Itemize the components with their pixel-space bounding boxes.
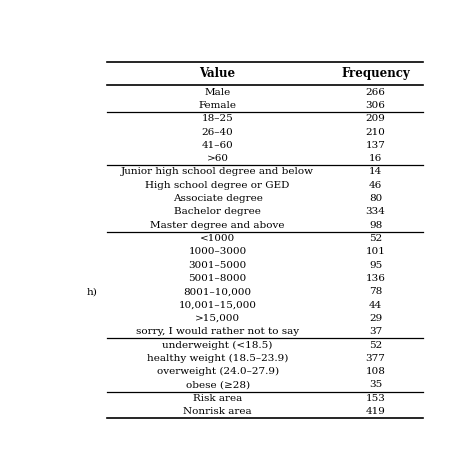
Text: obese (≥28): obese (≥28): [185, 381, 250, 390]
Text: Junior high school degree and below: Junior high school degree and below: [121, 167, 314, 176]
Text: h): h): [87, 287, 98, 296]
Text: 41–60: 41–60: [202, 141, 234, 150]
Text: 101: 101: [365, 247, 385, 256]
Text: 8001–10,000: 8001–10,000: [183, 287, 252, 296]
Text: 10,001–15,000: 10,001–15,000: [179, 301, 256, 310]
Text: Risk area: Risk area: [193, 394, 242, 403]
Text: 136: 136: [365, 274, 385, 283]
Text: >60: >60: [207, 154, 228, 163]
Text: 29: 29: [369, 314, 382, 323]
Text: 46: 46: [369, 181, 382, 190]
Text: 108: 108: [365, 367, 385, 376]
Text: 334: 334: [365, 208, 385, 217]
Text: Associate degree: Associate degree: [173, 194, 263, 203]
Text: 209: 209: [365, 114, 385, 123]
Text: 26–40: 26–40: [202, 128, 234, 137]
Text: 16: 16: [369, 154, 382, 163]
Text: 35: 35: [369, 381, 382, 390]
Text: 266: 266: [365, 88, 385, 97]
Text: Female: Female: [199, 101, 237, 110]
Text: 5001–8000: 5001–8000: [189, 274, 246, 283]
Text: 98: 98: [369, 221, 382, 230]
Text: Bachelor degree: Bachelor degree: [174, 208, 261, 217]
Text: 419: 419: [365, 407, 385, 416]
Text: 153: 153: [365, 394, 385, 403]
Text: Value: Value: [200, 67, 236, 81]
Text: sorry, I would rather not to say: sorry, I would rather not to say: [136, 327, 299, 336]
Text: 306: 306: [365, 101, 385, 110]
Text: 95: 95: [369, 261, 382, 270]
Text: 78: 78: [369, 287, 382, 296]
Text: 3001–5000: 3001–5000: [189, 261, 246, 270]
Text: 37: 37: [369, 327, 382, 336]
Text: 14: 14: [369, 167, 382, 176]
Text: High school degree or GED: High school degree or GED: [146, 181, 290, 190]
Text: Male: Male: [204, 88, 231, 97]
Text: Frequency: Frequency: [341, 67, 410, 81]
Text: overweight (24.0–27.9): overweight (24.0–27.9): [156, 367, 279, 376]
Text: 52: 52: [369, 234, 382, 243]
Text: >15,000: >15,000: [195, 314, 240, 323]
Text: 44: 44: [369, 301, 382, 310]
Text: 52: 52: [369, 340, 382, 349]
Text: <1000: <1000: [200, 234, 235, 243]
Text: Nonrisk area: Nonrisk area: [183, 407, 252, 416]
Text: 80: 80: [369, 194, 382, 203]
Text: Master degree and above: Master degree and above: [150, 221, 285, 230]
Text: 18–25: 18–25: [202, 114, 234, 123]
Text: underweight (<18.5): underweight (<18.5): [163, 340, 273, 349]
Text: healthy weight (18.5–23.9): healthy weight (18.5–23.9): [147, 354, 288, 363]
Text: 137: 137: [365, 141, 385, 150]
Text: 1000–3000: 1000–3000: [189, 247, 246, 256]
Text: 210: 210: [365, 128, 385, 137]
Text: 377: 377: [365, 354, 385, 363]
